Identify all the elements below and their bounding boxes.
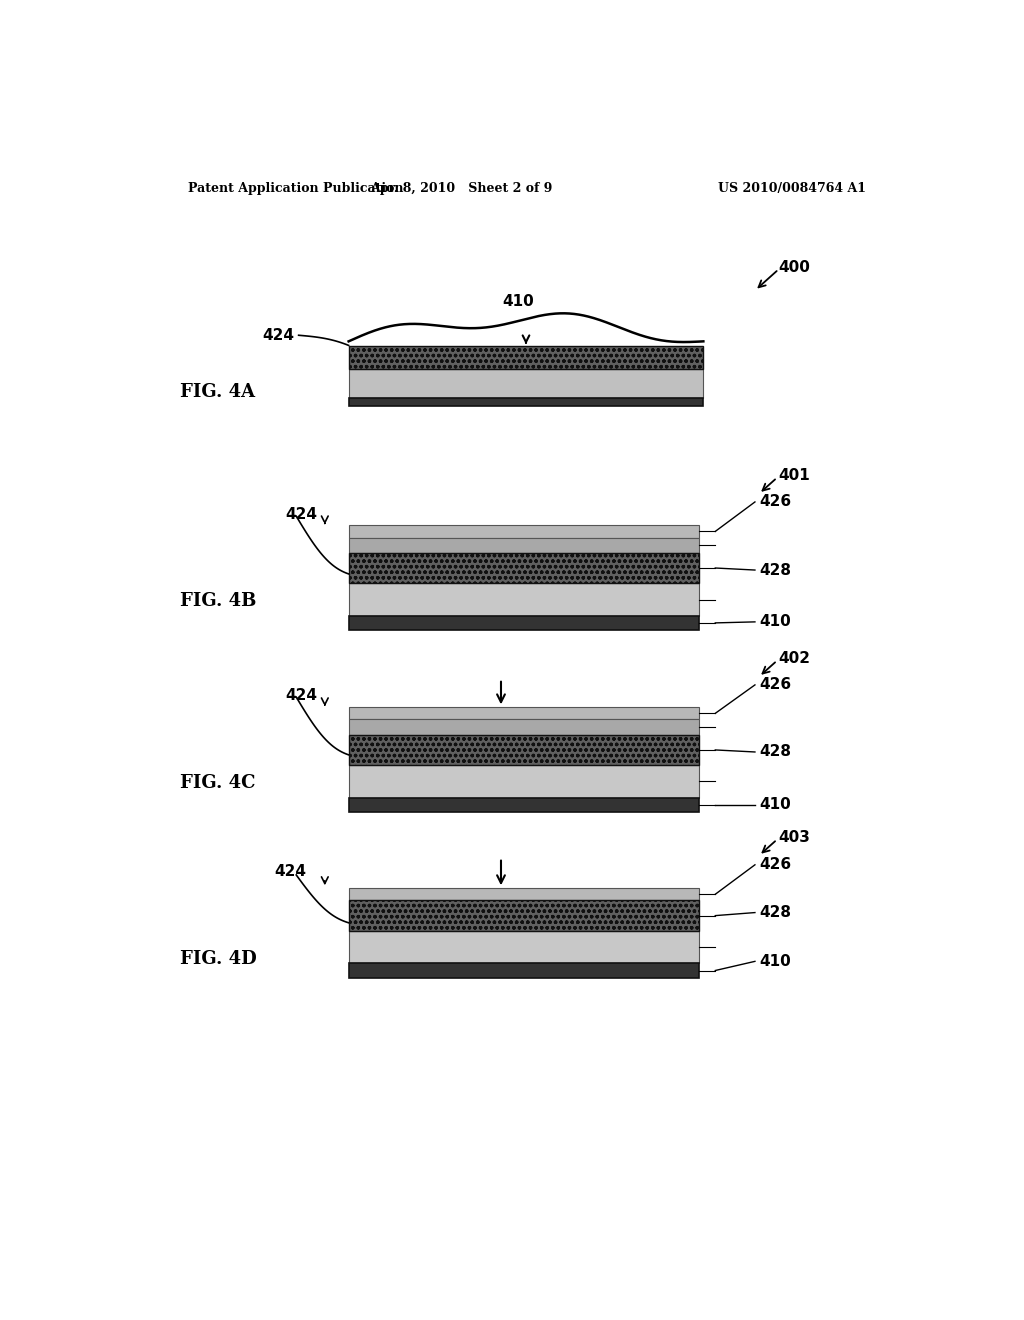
Text: US 2010/0084764 A1: US 2010/0084764 A1	[718, 182, 866, 195]
Bar	[348, 888, 699, 900]
Text: FIG. 4D: FIG. 4D	[179, 950, 256, 969]
Text: FIG. 4C: FIG. 4C	[179, 775, 255, 792]
Text: 426: 426	[759, 495, 791, 510]
Bar	[348, 346, 703, 368]
Text: Apr. 8, 2010   Sheet 2 of 9: Apr. 8, 2010 Sheet 2 of 9	[370, 182, 553, 195]
Text: 410: 410	[759, 614, 791, 630]
Bar	[348, 708, 699, 719]
Text: 403: 403	[778, 830, 811, 845]
Text: 400: 400	[778, 260, 811, 275]
Text: 402: 402	[778, 651, 811, 667]
Bar	[348, 964, 699, 978]
Text: 401: 401	[778, 469, 811, 483]
Text: 424: 424	[263, 327, 295, 343]
Text: 428: 428	[759, 906, 791, 920]
Text: 424: 424	[274, 865, 307, 879]
Text: 410: 410	[759, 954, 791, 969]
Text: 410: 410	[759, 797, 791, 812]
Text: 424: 424	[285, 507, 317, 521]
Text: FIG. 4B: FIG. 4B	[179, 591, 256, 610]
Text: 426: 426	[759, 677, 791, 693]
Bar	[348, 399, 703, 407]
Text: 426: 426	[759, 857, 791, 873]
Bar	[348, 583, 699, 615]
Bar	[348, 719, 699, 735]
Text: 428: 428	[759, 562, 791, 578]
Text: FIG. 4A: FIG. 4A	[179, 383, 255, 401]
Bar	[348, 537, 699, 553]
Bar	[348, 931, 699, 964]
Bar	[348, 900, 699, 931]
Bar	[348, 797, 699, 812]
Text: 428: 428	[759, 744, 791, 759]
Bar	[348, 368, 703, 399]
Bar	[348, 615, 699, 630]
Bar	[348, 553, 699, 583]
Text: Patent Application Publication: Patent Application Publication	[187, 182, 403, 195]
Bar	[348, 766, 699, 797]
Bar	[348, 525, 699, 537]
Text: 424: 424	[285, 688, 317, 702]
Bar	[348, 735, 699, 766]
Text: 410: 410	[502, 294, 534, 309]
